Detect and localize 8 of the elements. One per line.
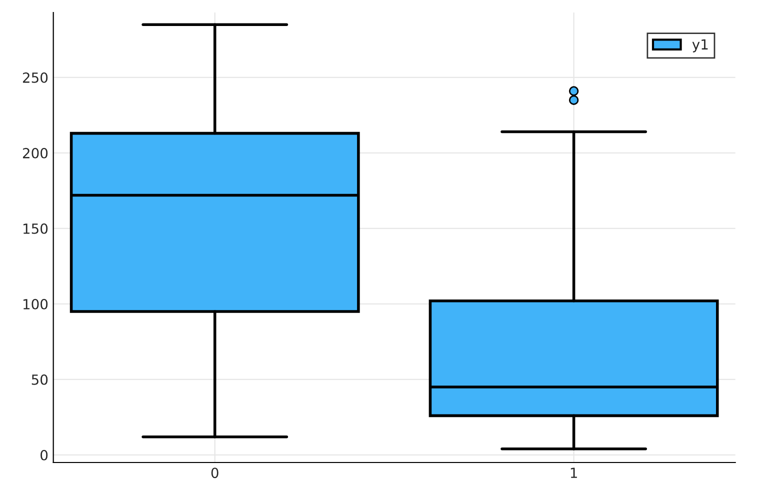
x-tick-label: 1 — [570, 468, 577, 478]
y-tick-label: 50 — [32, 374, 48, 385]
y-tick-label: 250 — [22, 72, 48, 83]
y-tick-label: 100 — [23, 298, 48, 310]
y-tick-label: 200 — [22, 148, 48, 158]
y-tick-label: 150 — [23, 223, 48, 234]
legend-label: y1 — [692, 39, 708, 52]
y-tick-label: 0 — [40, 450, 48, 460]
